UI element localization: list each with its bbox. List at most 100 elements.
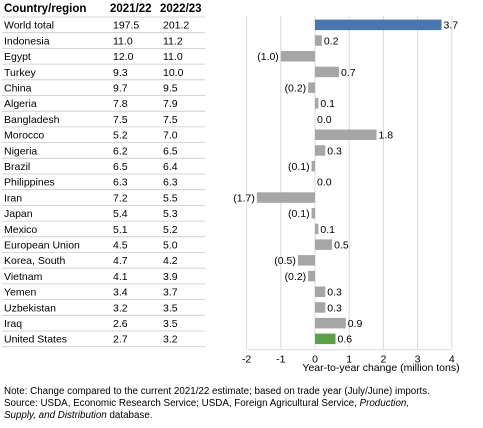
data-label: (0.5) xyxy=(274,255,296,267)
bar-algeria xyxy=(315,98,319,109)
row-country: Bangladesh xyxy=(4,114,60,126)
bar-world-total xyxy=(315,19,442,31)
row-2022-23: 5.5 xyxy=(163,192,178,204)
table-rows: World total 197.5 201.2 Indonesia 11.0 11.2 Eg… xyxy=(2,16,205,348)
bar-layer: 3.7 0.2 (1.0) 0.7 (0.2) 0.1 0.0 1.8 0.3 (0.1) 0.0 (… xyxy=(233,19,459,346)
header-2022-23: 2022/23 xyxy=(160,3,202,15)
row-country: China xyxy=(4,82,32,94)
row-country: Algeria xyxy=(4,98,37,110)
bar-egypt xyxy=(280,51,315,62)
data-label: (0.1) xyxy=(288,161,310,173)
row-2021-22: 4.7 xyxy=(113,255,128,267)
table-row: Yemen 3.4 3.7 xyxy=(2,287,205,301)
row-2021-22: 12.0 xyxy=(113,51,134,63)
table-row: Egypt 12.0 11.0 xyxy=(2,51,205,65)
bar-european-union xyxy=(315,239,333,250)
row-2021-22: 7.8 xyxy=(113,98,128,110)
row-2021-22: 11.0 xyxy=(113,35,133,47)
row-country: Japan xyxy=(4,208,33,220)
row-2021-22: 3.4 xyxy=(113,287,128,299)
row-2022-23: 11.2 xyxy=(163,35,183,47)
data-label: 3.7 xyxy=(444,20,459,32)
source-end: database. xyxy=(106,410,153,422)
bar-turkey xyxy=(315,66,339,78)
row-country: Brazil xyxy=(4,161,30,173)
data-label: 0.1 xyxy=(320,98,335,110)
wheat-imports-chart: Country/region 2021/22 2022/23 World tot… xyxy=(2,3,460,374)
data-label: 0.0 xyxy=(317,177,332,189)
row-2022-23: 6.4 xyxy=(163,161,178,173)
table-row: Turkey 9.3 10.0 xyxy=(2,67,205,81)
row-2022-23: 201.2 xyxy=(163,20,189,32)
row-country: Philippines xyxy=(4,177,55,189)
row-2021-22: 6.3 xyxy=(113,177,128,189)
data-label: 0.2 xyxy=(324,35,339,47)
table-row: European Union 4.5 5.0 xyxy=(2,239,205,253)
row-country: United States xyxy=(4,334,67,346)
table-row: Indonesia 11.0 11.2 xyxy=(2,35,205,49)
row-2022-23: 5.0 xyxy=(163,239,178,251)
table-row: Mexico 5.1 5.2 xyxy=(2,224,205,238)
bar-yemen xyxy=(315,286,326,297)
row-country: Indonesia xyxy=(4,35,50,47)
bar-mexico xyxy=(315,223,319,235)
table-row: Uzbekistan 3.2 3.5 xyxy=(2,302,205,316)
row-2021-22: 7.2 xyxy=(113,192,128,204)
row-2022-23: 9.5 xyxy=(163,82,178,94)
data-label: 0.1 xyxy=(320,224,335,236)
bar-china xyxy=(308,82,315,93)
table-row: China 9.7 9.5 xyxy=(2,82,205,96)
row-country: Nigeria xyxy=(4,145,37,157)
row-2022-23: 3.9 xyxy=(163,271,178,283)
row-2021-22: 2.7 xyxy=(113,334,128,346)
row-2021-22: 4.5 xyxy=(113,239,128,251)
table-row: Vietnam 4.1 3.9 xyxy=(2,271,205,285)
source-line: Source: USDA, Economic Research Service;… xyxy=(4,398,482,410)
source-italic-1: Production, xyxy=(359,398,410,410)
source-line-2: Supply, and Distribution database. xyxy=(4,410,482,422)
table-row: Korea, South 4.7 4.2 xyxy=(2,255,205,269)
row-2021-22: 3.2 xyxy=(113,302,128,314)
footnote: Note: Change compared to the current 202… xyxy=(4,386,482,423)
row-country: European Union xyxy=(4,239,80,251)
data-label: 0.6 xyxy=(338,334,353,346)
data-label: (0.1) xyxy=(288,208,310,220)
data-label: (1.7) xyxy=(233,192,255,204)
source-text: Source: USDA, Economic Research Service;… xyxy=(4,398,360,410)
row-2022-23: 7.0 xyxy=(163,130,178,142)
row-2022-23: 3.7 xyxy=(163,287,178,299)
header-2021-22: 2021/22 xyxy=(110,3,152,15)
x-tick-label: 1 xyxy=(346,354,352,366)
table-row: Bangladesh 7.5 7.5 xyxy=(2,114,205,128)
x-tick-label: 0 xyxy=(312,354,318,366)
row-country: Vietnam xyxy=(4,271,43,283)
row-2021-22: 5.1 xyxy=(113,224,128,236)
table-row: Morocco 5.2 7.0 xyxy=(2,130,205,144)
row-2021-22: 6.2 xyxy=(113,145,128,157)
row-2022-23: 3.5 xyxy=(163,302,178,314)
row-country: Yemen xyxy=(4,287,36,299)
data-label: 0.5 xyxy=(334,239,349,251)
table-row: Nigeria 6.2 6.5 xyxy=(2,145,205,159)
row-2021-22: 9.3 xyxy=(113,67,128,79)
data-label: 0.3 xyxy=(327,145,342,157)
row-2022-23: 5.3 xyxy=(163,208,178,220)
data-label: (0.2) xyxy=(285,82,307,94)
x-tick-label: -1 xyxy=(276,354,285,366)
table-row: World total 197.5 201.2 xyxy=(2,20,205,34)
row-2022-23: 5.2 xyxy=(163,224,178,236)
row-2021-22: 2.6 xyxy=(113,318,128,330)
bar-nigeria xyxy=(315,145,326,156)
row-2021-22: 5.4 xyxy=(113,208,128,220)
row-2022-23: 10.0 xyxy=(163,67,184,79)
row-2021-22: 7.5 xyxy=(113,114,128,126)
row-country: Egypt xyxy=(4,51,31,63)
row-2021-22: 197.5 xyxy=(113,20,139,32)
row-2021-22: 9.7 xyxy=(113,82,128,94)
row-2021-22: 4.1 xyxy=(113,271,128,283)
x-axis-title: Year-to-year change (million tons) xyxy=(302,362,459,374)
row-country: Iraq xyxy=(4,318,22,330)
table-row: Iran 7.2 5.5 xyxy=(2,192,205,206)
row-country: Uzbekistan xyxy=(4,302,56,314)
bar-morocco xyxy=(315,129,377,140)
